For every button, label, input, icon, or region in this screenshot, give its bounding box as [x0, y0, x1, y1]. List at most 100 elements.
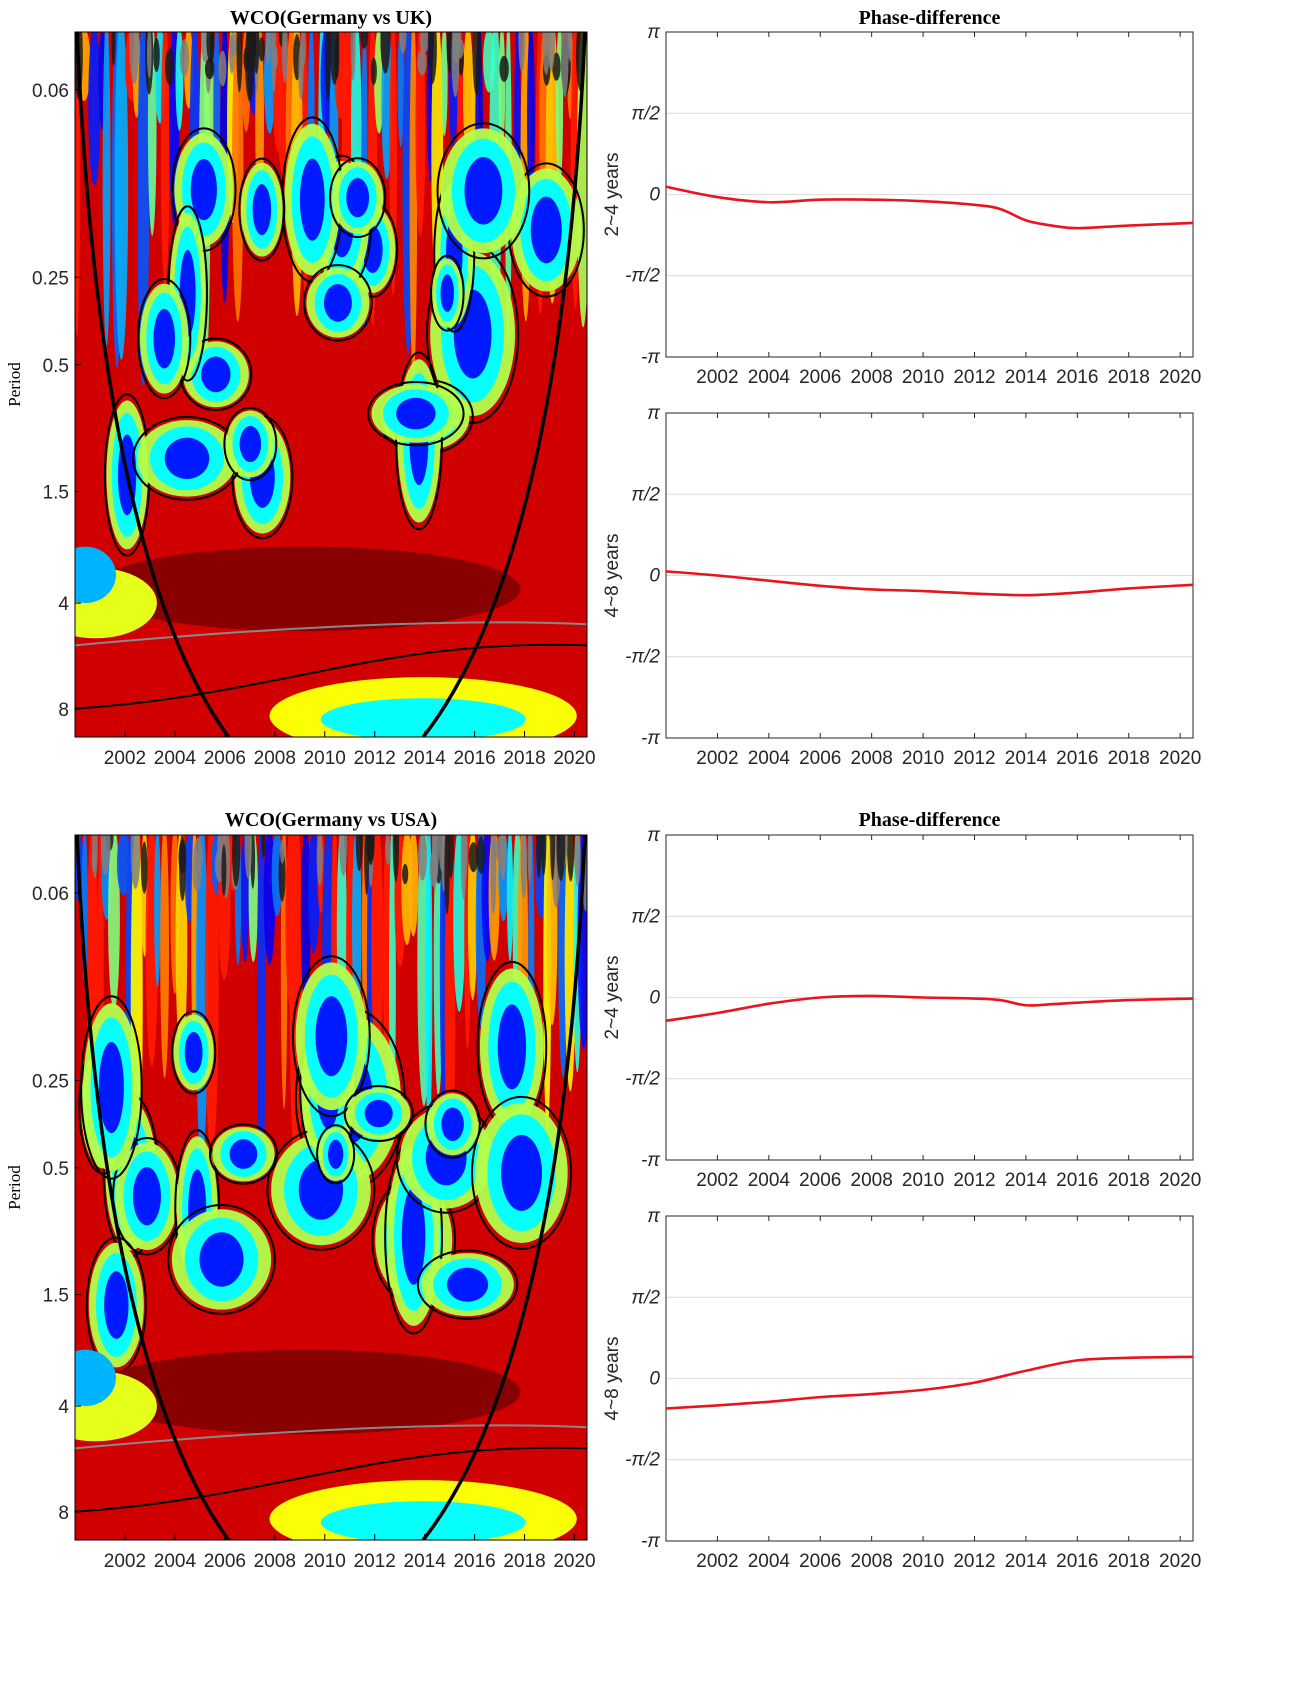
- phase-panel-1: π π/2 0 -π/2 -π 2002 2004 2006 2008 2010 2012 2014 2…: [602, 7, 1201, 388]
- y-tick-label: -π/2: [625, 266, 660, 287]
- x-tick-label: 2010: [902, 748, 944, 769]
- x-tick-label: 2004: [748, 1170, 791, 1191]
- wco-noise: [221, 844, 227, 897]
- y-tick-label: 0.5: [43, 356, 69, 377]
- cone-of-influence: [75, 835, 587, 1540]
- wco-contour: [223, 406, 278, 482]
- wco-noise: [130, 835, 141, 890]
- x-tick-label: 2008: [254, 1551, 296, 1572]
- y-tick-label: -π/2: [625, 1069, 660, 1090]
- x-tick-label: 2010: [902, 1170, 944, 1191]
- phase-series-line: [665, 1355, 1194, 1410]
- wco-contour: [137, 278, 192, 400]
- wco-edge-cool: [75, 1349, 116, 1407]
- x-tick-label: 2008: [851, 1170, 893, 1191]
- y-tick-label: 1.5: [43, 1286, 69, 1307]
- phase-ylabel: 4~8 years: [602, 1337, 623, 1421]
- y-tick-label: 0.06: [32, 884, 69, 905]
- x-tick-label: 2014: [1005, 367, 1048, 388]
- y-tick-label: -π: [641, 1150, 661, 1171]
- wco-blob-core: [464, 157, 503, 225]
- phase-series-line: [665, 185, 1194, 230]
- y-tick-label: π/2: [631, 906, 660, 927]
- wco-noise: [229, 36, 235, 74]
- wco-contour: [75, 643, 587, 710]
- x-tick-label: 2004: [748, 367, 791, 388]
- x-tick-label: 2018: [1108, 1551, 1150, 1572]
- x-tick-label: 2010: [902, 1551, 944, 1572]
- wco-noise: [204, 58, 215, 80]
- wco-blob-core: [201, 356, 231, 393]
- wco-noise: [540, 835, 547, 876]
- y-tick-label: π: [647, 403, 661, 424]
- wco-noise: [280, 839, 285, 864]
- x-tick-label: 2004: [154, 748, 197, 769]
- x-tick-label: 2014: [1005, 1170, 1048, 1191]
- x-tick-label: 2012: [354, 1551, 396, 1572]
- phase-panel-3: π π/2 0 -π/2 -π 2002 2004 2006 2008 2010 2012 2014 2…: [602, 809, 1201, 1191]
- wco-streak: [108, 835, 120, 1010]
- x-tick-label: 2006: [204, 748, 246, 769]
- wco-noise: [339, 835, 348, 877]
- wco-blob-core: [132, 1167, 161, 1226]
- y-tick-label: -π: [641, 347, 661, 368]
- x-tick-label: 2008: [851, 748, 893, 769]
- wco-blob-core: [501, 1134, 543, 1211]
- wco-noise: [153, 37, 160, 73]
- wco-contour: [75, 1446, 587, 1513]
- wco-panel-2: WCO(Germany vs USA) Period 0.06 0.25 0.5 1.5 4…: [5, 809, 596, 1572]
- wco-noise: [491, 835, 497, 869]
- x-tick-label: 2002: [696, 1551, 738, 1572]
- wco-noise: [429, 849, 438, 888]
- y-tick-label: 0: [649, 988, 660, 1009]
- wco-streak: [256, 835, 266, 1183]
- wco-noise: [460, 835, 467, 900]
- wco-noise: [380, 32, 391, 74]
- wco-noise: [370, 57, 377, 86]
- wco-streak: [154, 835, 161, 988]
- wco-blob-core: [239, 425, 262, 463]
- x-tick-label: 2006: [799, 1170, 841, 1191]
- wco-frame: [74, 834, 588, 1541]
- wco-noise: [419, 32, 430, 53]
- wco-blob-core: [401, 1187, 426, 1285]
- wco-noise: [446, 32, 454, 73]
- wco-streak: [352, 835, 362, 1026]
- x-tick-label: 2012: [953, 1551, 995, 1572]
- wco-noise: [329, 32, 340, 85]
- wco-noise: [141, 841, 148, 894]
- wco-edge-cool: [75, 546, 116, 604]
- wco-contour: [367, 380, 465, 447]
- x-tick-label: 2018: [1108, 1170, 1150, 1191]
- x-tick-label: 2020: [553, 748, 595, 769]
- x-tick-label: 2016: [453, 748, 495, 769]
- y-tick-label: π: [647, 825, 661, 846]
- wco-noise: [192, 852, 202, 892]
- x-tick-label: 2018: [503, 1551, 545, 1572]
- wco-title: WCO(Germany vs USA): [225, 809, 437, 831]
- y-tick-label: -π: [641, 728, 661, 749]
- wco-ylabel: Period: [5, 1165, 24, 1210]
- wco-blob-core: [497, 1004, 527, 1090]
- wco-contour: [424, 1089, 481, 1159]
- wco-streak: [160, 835, 170, 1079]
- y-tick-label: π/2: [631, 484, 660, 505]
- wco-noise: [350, 32, 356, 82]
- phase-ylabel: 2~4 years: [602, 956, 623, 1040]
- wco-noise: [206, 32, 215, 63]
- x-tick-label: 2002: [104, 748, 146, 769]
- phase-frame: [665, 834, 1194, 1161]
- wco-noise: [278, 848, 286, 902]
- y-tick-label: -π: [641, 1531, 661, 1552]
- x-tick-label: 2002: [696, 748, 738, 769]
- wco-lowfreq-band: [90, 1349, 521, 1435]
- x-tick-label: 2016: [1056, 748, 1098, 769]
- wco-blob-core: [184, 1031, 203, 1073]
- wco-contour: [171, 1010, 217, 1095]
- x-tick-label: 2016: [1056, 1170, 1098, 1191]
- wco-contour: [316, 1124, 356, 1185]
- x-tick-label: 2020: [1159, 1170, 1201, 1191]
- wco-noise: [499, 835, 507, 878]
- wco-contour: [436, 122, 531, 260]
